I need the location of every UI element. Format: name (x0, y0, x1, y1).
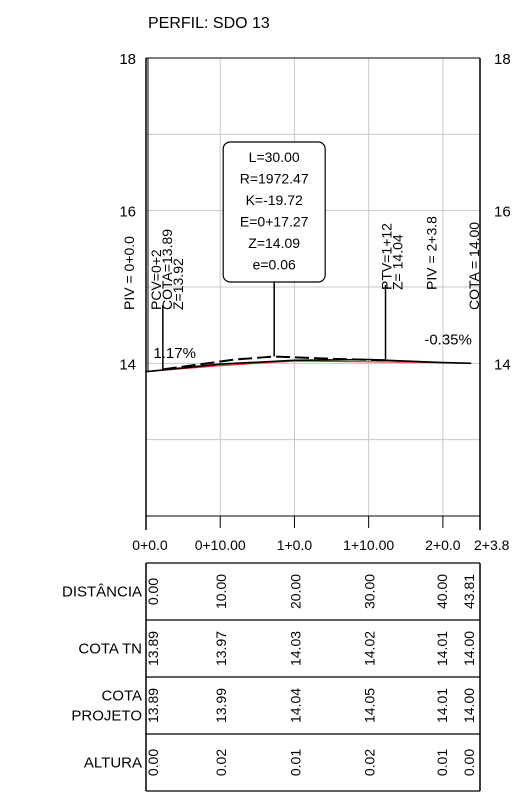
profile-table: DISTÂNCIA 0.00 10.00 20.00 30.00 40.00 43.81CO… (62, 562, 481, 792)
table-cell-value: 0.02 (362, 749, 378, 776)
vertical-label: Z=13.92 (170, 258, 186, 310)
x-tick-label: 0+0.0 (132, 537, 168, 553)
vertical-label: PIV = 2+3.8 (424, 216, 440, 290)
vertical-label: COTA = 14.00 (466, 222, 482, 310)
table-row-label: PROJETO (71, 708, 142, 725)
table-cell-value: 10.00 (213, 574, 229, 609)
table-cell-value: 20.00 (287, 574, 303, 609)
vertical-label: COTA=13.89 (159, 229, 175, 310)
table-cell-value: 13.97 (213, 631, 229, 666)
table-cell-value: 43.81 (461, 574, 477, 609)
table-cell-value: 14.05 (362, 688, 378, 723)
y-tick-label-right: 14 (494, 356, 511, 373)
vertical-label: PTV=1+12 (379, 223, 395, 290)
x-tick-label: 1+0.0 (277, 537, 313, 553)
table-cell-value: 30.00 (362, 574, 378, 609)
y-tick-label-right: 18 (494, 51, 511, 68)
table-row-label: DISTÂNCIA (62, 584, 142, 601)
table-cell-value: 14.04 (287, 688, 303, 723)
vertical-label: PCV=0+2 (148, 249, 164, 310)
table-row-label: COTA TN (78, 641, 142, 658)
table-cell-value: 0.00 (145, 749, 161, 776)
grade-label: -0.35% (424, 331, 472, 348)
y-tick-label-left: 18 (119, 51, 136, 68)
x-tick-label: 0+10.00 (195, 537, 246, 553)
table-cell-value: 14.03 (287, 631, 303, 666)
table-cell-value: 14.00 (461, 688, 477, 723)
table-row-label: COTA (101, 688, 142, 705)
table-cell-value: 0.01 (434, 749, 450, 776)
axes: 18 18 16 16 14 14 0+0.0 0+10.00 1+0.0 1+10.00 2+0.… (119, 51, 510, 553)
table-cell-value: 14.02 (362, 631, 378, 666)
table-cell-value: 14.01 (434, 631, 450, 666)
table-cell-value: 13.89 (145, 688, 161, 723)
table-row-label: ALTURA (84, 755, 142, 772)
table-cell-value: 0.01 (287, 749, 303, 776)
x-tick-label: 1+10.00 (343, 537, 394, 553)
table-cell-value: 0.00 (461, 749, 477, 776)
curve-info-line: Z=14.09 (248, 235, 300, 251)
vertical-curve (162, 355, 386, 371)
grade-label: 1.17% (153, 345, 196, 362)
vertical-label: PIV = 0+0.0 (121, 236, 137, 310)
y-tick-label-right: 16 (494, 204, 511, 221)
x-tick-label: 2+3.8 (474, 537, 510, 553)
vertical-label: Z= 14.04 (390, 234, 406, 290)
profile-lines (145, 58, 472, 373)
table-cell-value: 0.02 (213, 749, 229, 776)
table-cell-value: 14.00 (461, 631, 477, 666)
chart-title: PERFIL: SDO 13 (148, 15, 270, 32)
curve-info-line: E=0+17.27 (240, 214, 309, 230)
y-tick-label-left: 14 (119, 356, 136, 373)
table-cell-value: 0.00 (145, 578, 161, 605)
table-cell-value: 13.99 (213, 688, 229, 723)
annotations: 1.17%-0.35%PIV = 0+0.0 PCV=0+2COTA=13.89Z… (121, 141, 482, 362)
project-line (145, 358, 472, 373)
curve-info-line: R=1972.47 (240, 171, 309, 187)
curve-info-line: L=30.00 (249, 149, 300, 165)
y-tick-label-left: 16 (119, 204, 136, 221)
table-cell-value: 40.00 (434, 574, 450, 609)
curve-info-line: K=-19.72 (246, 192, 303, 208)
x-tick-label: 2+0.0 (425, 537, 461, 553)
table-cell-value: 13.89 (145, 631, 161, 666)
curve-info-line: e=0.06 (253, 257, 296, 273)
table-cell-value: 14.01 (434, 688, 450, 723)
